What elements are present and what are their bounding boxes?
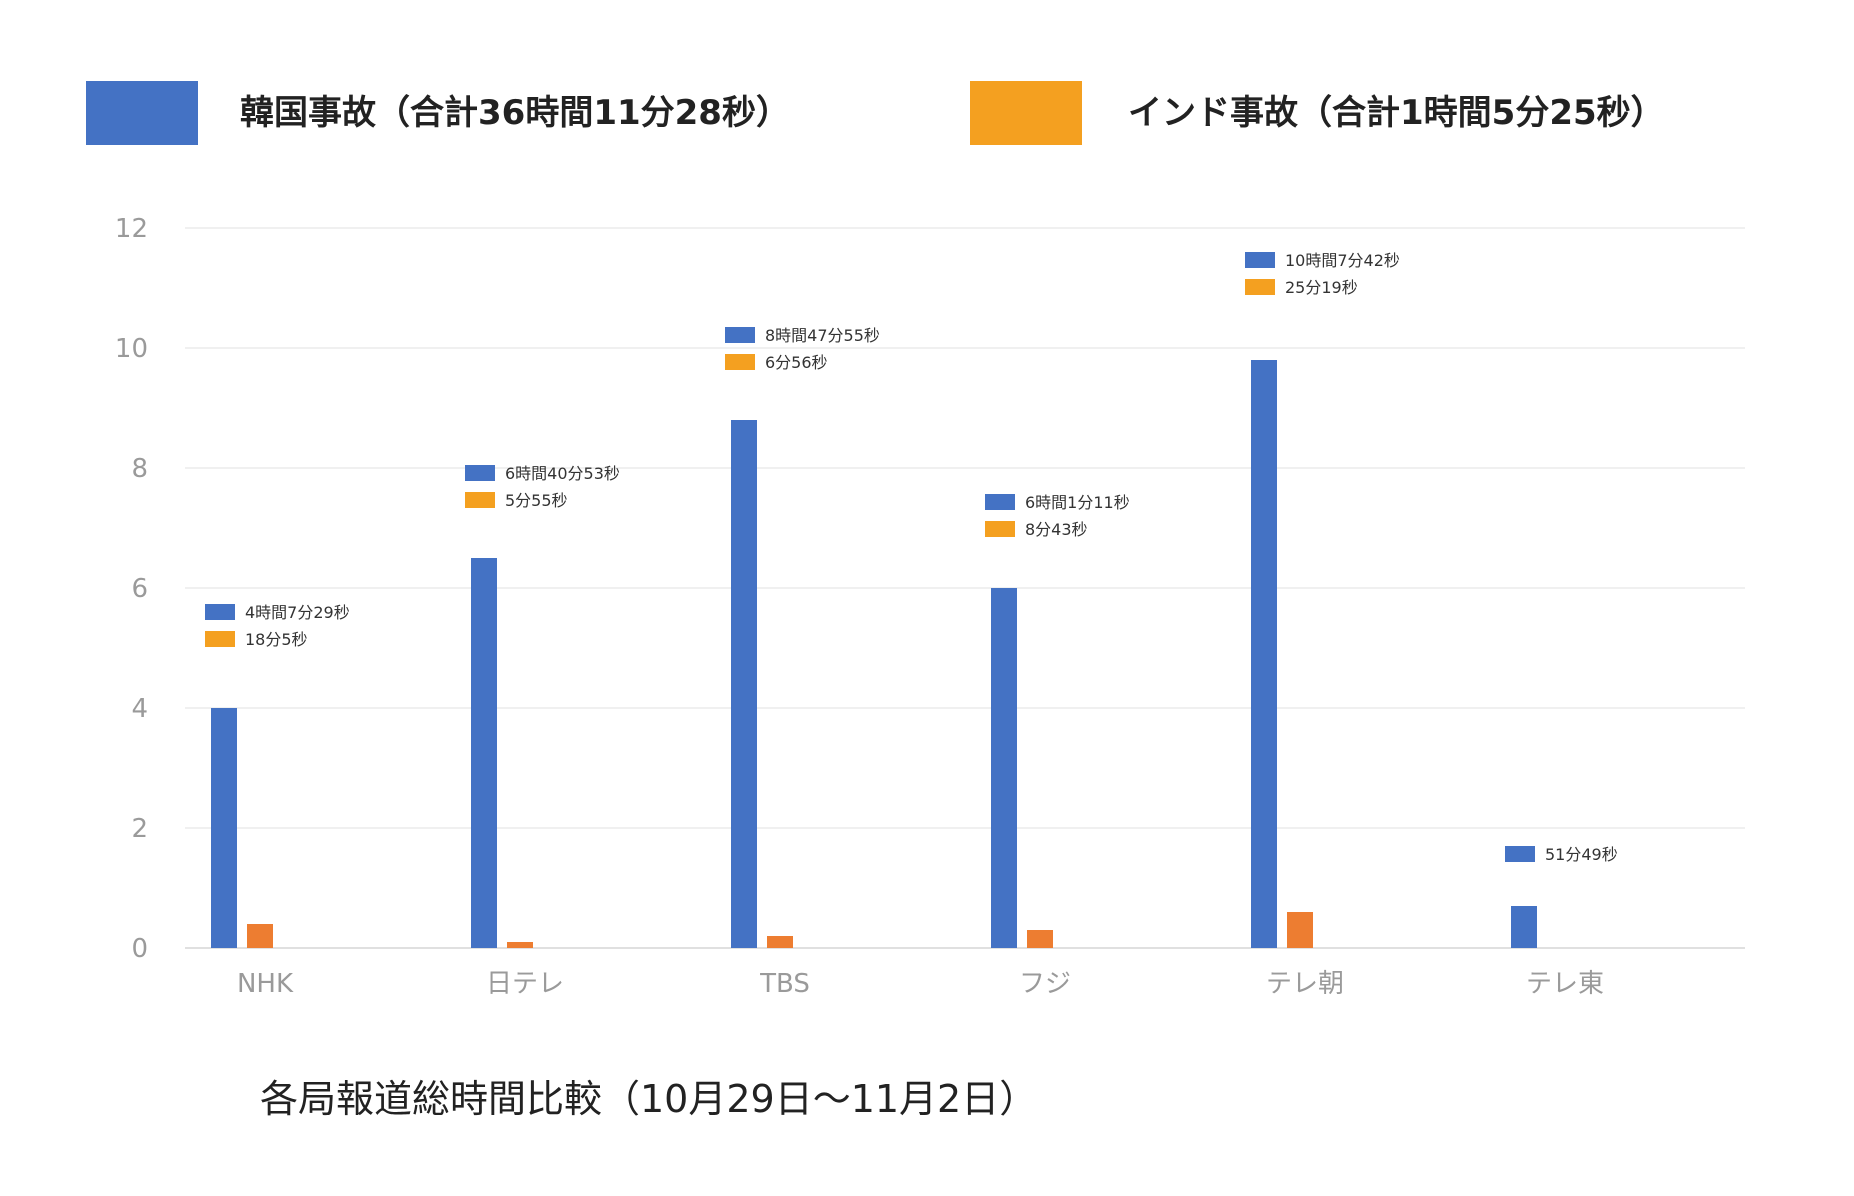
y-tick-label: 4 [131,694,148,724]
annotation-swatch-india [465,492,495,508]
y-tick-label: 0 [131,934,148,964]
x-tick-label: 日テレ [486,969,564,999]
annotations: 4時間7分29秒 18分5秒 6時間40分53秒 5分55秒 8時間47分55秒 6分56… [205,251,1618,864]
annotation-india: 18分5秒 [245,630,308,649]
annotation-swatch-india [205,631,235,647]
annotation-swatch-korea [985,494,1015,510]
bar-0-0 [211,708,237,948]
y-axis: 0 2 4 6 8 10 12 [115,214,148,964]
chart-caption: 各局報道総時間比較（10月29日〜11月2日） [260,1077,1037,1121]
annotation-korea: 6時間40分53秒 [505,464,620,483]
annotation-swatch-india [985,521,1015,537]
y-tick-label: 6 [131,574,148,604]
y-tick-label: 12 [115,214,148,244]
legend-swatch-1 [970,81,1082,145]
x-tick-label: NHK [237,969,294,999]
bar-0-3 [991,588,1017,948]
bar-0-2 [731,420,757,948]
annotation-swatch-korea [205,604,235,620]
bar-1-0 [247,924,273,948]
annotation-swatch-india [1245,279,1275,295]
bar-1-3 [1027,930,1053,948]
annotation-korea: 6時間1分11秒 [1025,493,1130,512]
annotation-korea: 10時間7分42秒 [1285,251,1400,270]
annotation-korea: 4時間7分29秒 [245,603,350,622]
annotation-swatch-korea [1505,846,1535,862]
annotation-korea: 51分49秒 [1545,845,1618,864]
y-tick-label: 8 [131,454,148,484]
legend-label-1: インド事故（合計1時間5分25秒） [1128,93,1665,133]
annotation-india: 6分56秒 [765,353,828,372]
x-tick-label: テレ東 [1526,969,1604,999]
bar-0-1 [471,558,497,948]
annotation-india: 8分43秒 [1025,520,1088,539]
y-tick-label: 2 [131,814,148,844]
annotation-korea: 8時間47分55秒 [765,326,880,345]
bar-0-4 [1251,360,1277,948]
x-tick-label: テレ朝 [1266,969,1344,999]
bar-1-2 [767,936,793,948]
annotation-india: 25分19秒 [1285,278,1358,297]
bar-1-4 [1287,912,1313,948]
x-axis: NHK 日テレ TBS フジ テレ朝 テレ東 [237,969,1604,999]
gridlines [185,227,1745,949]
annotation-swatch-korea [725,327,755,343]
legend: 韓国事故（合計36時間11分28秒） インド事故（合計1時間5分25秒） [86,81,1665,145]
annotation-swatch-india [725,354,755,370]
annotation-swatch-korea [1245,252,1275,268]
legend-label-0: 韓国事故（合計36時間11分28秒） [240,93,790,133]
bar-0-5 [1511,906,1537,948]
x-tick-label: フジ [1019,969,1071,999]
y-tick-label: 10 [115,334,148,364]
x-tick-label: TBS [759,969,810,999]
annotation-swatch-korea [465,465,495,481]
bar-1-1 [507,942,533,948]
bars [211,360,1537,948]
legend-swatch-0 [86,81,198,145]
annotation-india: 5分55秒 [505,491,568,510]
